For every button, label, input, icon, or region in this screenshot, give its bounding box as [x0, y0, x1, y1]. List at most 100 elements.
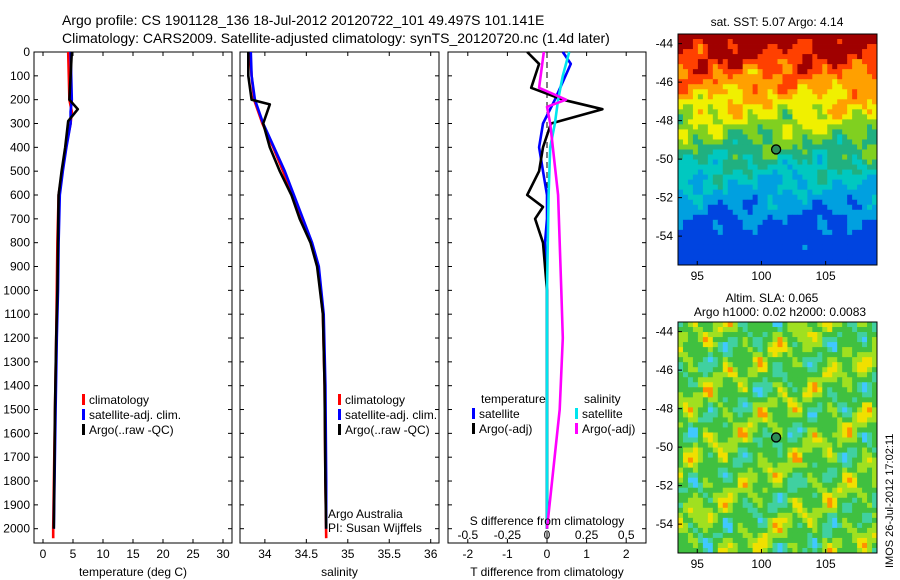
sla-map-cell — [792, 377, 798, 383]
sst-map-cell — [762, 194, 768, 201]
sst-map-cell — [857, 184, 863, 191]
sla-map-cell — [707, 412, 714, 418]
sla-map-cell — [867, 547, 873, 554]
sst-map-cell — [797, 94, 803, 100]
sst-map-cell — [807, 114, 813, 120]
sst-map-cell — [862, 99, 868, 105]
sst-map-cell — [822, 154, 828, 160]
sla-map-cell — [842, 367, 848, 373]
sla-map-cell — [777, 487, 783, 494]
sst-map-cell — [747, 79, 754, 85]
sst-map-cell — [872, 239, 878, 246]
sst-map-cell — [862, 204, 868, 211]
sst-map-cell — [742, 249, 749, 256]
sst-map-cell — [782, 259, 788, 266]
sla-map-cell — [832, 432, 838, 438]
sla-map-cell — [752, 352, 759, 358]
sla-map-cell — [717, 407, 724, 413]
sst-map-cell — [807, 69, 813, 75]
sst-map-cell — [747, 144, 754, 150]
sst-map-cell — [772, 79, 778, 85]
sst-map-cell — [727, 169, 734, 176]
sst-map-cell — [782, 179, 788, 186]
sst-map-cell — [707, 214, 714, 221]
sla-map-cell — [757, 322, 763, 328]
sst-map-cell — [697, 199, 704, 206]
sst-map-cell — [722, 184, 729, 191]
sst-map-cell — [732, 154, 739, 160]
sla-map-cell — [792, 447, 798, 453]
sla-map-cell — [827, 422, 833, 428]
sst-map-cell — [832, 259, 838, 266]
sst-map-cell — [817, 109, 823, 115]
sla-map-cell — [727, 472, 734, 479]
sla-map-cell — [837, 437, 843, 443]
sst-map-cell — [797, 229, 803, 236]
sla-map-cell — [857, 397, 863, 403]
sla-map-cell — [847, 397, 853, 403]
sla-map-cell — [782, 377, 788, 383]
sla-map-cell — [827, 432, 833, 438]
sst-map-cell — [682, 74, 689, 80]
sst-map-cell — [687, 169, 694, 176]
sla-map-cell — [857, 472, 863, 479]
sla-map-cell — [757, 487, 763, 494]
sst-map-cell — [707, 244, 714, 251]
sla-map-cell — [747, 457, 754, 464]
sla-map-cell — [862, 527, 868, 534]
sst-map-cell — [687, 189, 694, 196]
sla-map-cell — [752, 472, 759, 479]
sst-map-cell — [872, 149, 878, 155]
sst-map-cell — [678, 39, 684, 45]
sla-map-cell — [807, 407, 813, 413]
sst-map-cell — [727, 159, 734, 165]
sst-map-cell — [762, 174, 768, 181]
sst-map-cell — [707, 94, 714, 100]
sla-map-cell — [737, 367, 744, 373]
sst-map-cell — [862, 209, 868, 216]
sla-map-cell — [737, 452, 744, 458]
sla-map-cell — [707, 457, 714, 464]
sla-map-cell — [862, 437, 868, 443]
sst-map-cell — [762, 199, 768, 206]
sla-map-cell — [692, 387, 699, 393]
sla-map-cell — [767, 367, 773, 373]
sst-map-cell — [742, 199, 749, 206]
sla-map-cell — [827, 497, 833, 504]
sst-map-cell — [717, 214, 724, 221]
sst-map-cell — [752, 209, 759, 216]
sst-map-cell — [807, 124, 813, 130]
sst-map-cell — [862, 199, 868, 206]
sla-map-cell — [812, 402, 818, 408]
sla-map-cell — [767, 437, 773, 443]
sst-map-cell — [857, 69, 863, 75]
sst-map-cell — [852, 119, 858, 125]
sla-map-cell — [732, 417, 739, 423]
sst-map-cell — [777, 169, 783, 176]
sst-map-cell — [782, 189, 788, 196]
sla-map-cell — [702, 477, 709, 484]
sla-map-cell — [827, 382, 833, 388]
sla-map-cell — [772, 492, 778, 499]
sla-map-cell — [787, 417, 793, 423]
sst-map-cell — [767, 224, 773, 231]
sst-map-cell — [697, 219, 704, 226]
sst-map-cell — [732, 254, 739, 261]
sla-map-cell — [678, 472, 684, 479]
sla-map-cell — [827, 332, 833, 338]
sla-map-cell — [697, 512, 704, 519]
sla-map-cell — [757, 377, 763, 383]
sst-map-cell — [867, 84, 873, 90]
sla-map-cell — [757, 477, 763, 484]
sla-map-cell — [767, 377, 773, 383]
sla-map-cell — [712, 332, 719, 338]
sla-map-cell — [862, 327, 868, 333]
sla-map-cell — [697, 477, 704, 484]
sla-map-cell — [817, 517, 823, 524]
sla-map-cell — [702, 357, 709, 363]
sst-map-cell — [727, 49, 734, 55]
sst-map-cell — [742, 214, 749, 221]
sst-map-cell — [727, 154, 734, 160]
sst-map-cell — [757, 164, 763, 170]
sla-map-cell — [762, 442, 768, 448]
